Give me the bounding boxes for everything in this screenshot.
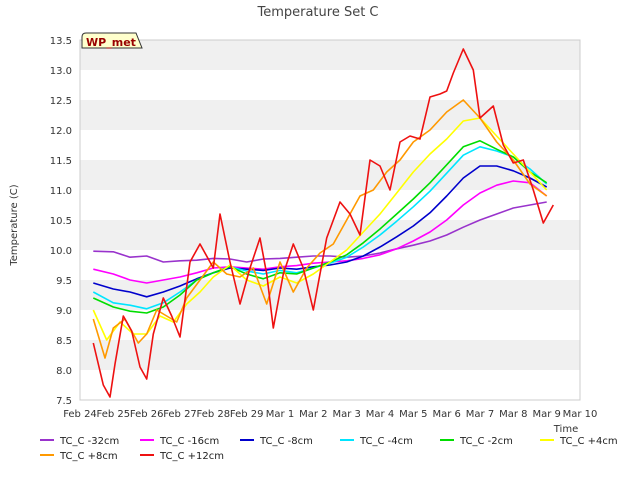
legend-swatch bbox=[40, 454, 54, 456]
x-tick-label: Feb 29 bbox=[230, 409, 264, 420]
grid-band bbox=[80, 340, 580, 370]
legend-item: TC_C -32cm bbox=[40, 436, 119, 447]
legend-swatch bbox=[540, 439, 554, 441]
x-tick-label: Mar 2 bbox=[299, 409, 327, 420]
x-tick-label: Feb 28 bbox=[197, 409, 231, 420]
grid-band bbox=[80, 220, 580, 250]
legend-item: TC_C -4cm bbox=[340, 436, 413, 447]
grid-band bbox=[80, 100, 580, 130]
x-tick-label: Feb 25 bbox=[97, 409, 131, 420]
x-tick-label: Mar 5 bbox=[399, 409, 427, 420]
y-tick-label: 11.5 bbox=[50, 156, 72, 167]
legend-label: TC_C +8cm bbox=[60, 451, 118, 462]
legend-item: TC_C +12cm bbox=[140, 451, 224, 462]
legend-swatch bbox=[440, 439, 454, 441]
y-tick-label: 8.0 bbox=[56, 366, 72, 377]
x-tick-label: Mar 8 bbox=[499, 409, 527, 420]
x-tick-label: Mar 4 bbox=[366, 409, 394, 420]
legend-item: TC_C -2cm bbox=[440, 436, 513, 447]
x-tick-label: Mar 7 bbox=[466, 409, 494, 420]
x-tick-label: Mar 3 bbox=[332, 409, 360, 420]
legend-swatch bbox=[240, 439, 254, 441]
legend-item: TC_C -8cm bbox=[240, 436, 313, 447]
x-tick-label: Feb 27 bbox=[163, 409, 197, 420]
x-axis: Feb 24 Feb 25 Feb 26 Feb 27 Feb 28 Feb 29 Mar … bbox=[63, 409, 597, 420]
x-tick-label: Mar 6 bbox=[432, 409, 460, 420]
site-label-box: WP_met bbox=[81, 32, 143, 49]
y-tick-label: 9.5 bbox=[56, 276, 72, 287]
series-lines bbox=[92, 48, 554, 398]
x-tick-label: Mar 10 bbox=[563, 409, 598, 420]
x-tick-label: Feb 24 bbox=[63, 409, 97, 420]
legend-label: TC_C +4cm bbox=[560, 436, 618, 447]
y-tick-label: 13.5 bbox=[50, 36, 72, 47]
y-tick-label: 8.5 bbox=[56, 336, 72, 347]
y-tick-label: 11.0 bbox=[50, 186, 72, 197]
legend-label: TC_C +12cm bbox=[160, 451, 225, 462]
grid-band bbox=[80, 40, 580, 70]
y-tick-label: 10.0 bbox=[50, 246, 72, 257]
series-line bbox=[93, 201, 547, 263]
series-line bbox=[92, 48, 554, 398]
grid-band bbox=[80, 280, 580, 310]
y-tick-label: 7.5 bbox=[56, 396, 72, 407]
grid-bands bbox=[80, 40, 580, 370]
legend-label: TC_C -2cm bbox=[460, 436, 513, 447]
chart-legend: TC_C -32cm TC_C -16cm TC_C -8cm TC_C -4cm TC… bbox=[0, 434, 640, 474]
legend-item: TC_C +8cm bbox=[40, 451, 118, 462]
y-axis-label: Temperature (C) bbox=[9, 184, 20, 266]
y-tick-label: 12.0 bbox=[50, 126, 72, 137]
site-label: WP_met bbox=[86, 36, 136, 49]
legend-label: TC_C -16cm bbox=[160, 436, 220, 447]
y-tick-label: 9.0 bbox=[56, 306, 72, 317]
legend-label: TC_C -32cm bbox=[60, 436, 120, 447]
y-tick-label: 12.5 bbox=[50, 96, 72, 107]
chart-title: Temperature Set C bbox=[256, 5, 378, 20]
y-tick-label: 10.5 bbox=[50, 216, 72, 227]
plot-area-frame bbox=[79, 39, 581, 401]
grid-band bbox=[80, 160, 580, 190]
x-tick-label: Feb 26 bbox=[130, 409, 164, 420]
legend-label: TC_C -4cm bbox=[360, 436, 413, 447]
x-axis-label: Time bbox=[553, 424, 578, 435]
legend-swatch bbox=[140, 454, 154, 456]
series-line bbox=[92, 99, 548, 359]
legend-swatch bbox=[140, 439, 154, 441]
y-tick-label: 13.0 bbox=[50, 66, 72, 77]
legend-label: TC_C -8cm bbox=[260, 436, 313, 447]
x-tick-label: Mar 1 bbox=[266, 409, 294, 420]
x-tick-label: Mar 9 bbox=[532, 409, 560, 420]
legend-item: TC_C -16cm bbox=[140, 436, 219, 447]
legend-swatch bbox=[40, 439, 54, 441]
y-axis: 7.5 8.0 8.5 9.0 9.5 10.0 10.5 11.0 11.5 12.0 12.5 1… bbox=[50, 36, 72, 407]
legend-swatch bbox=[340, 439, 354, 441]
legend-item: TC_C +4cm bbox=[540, 436, 618, 447]
